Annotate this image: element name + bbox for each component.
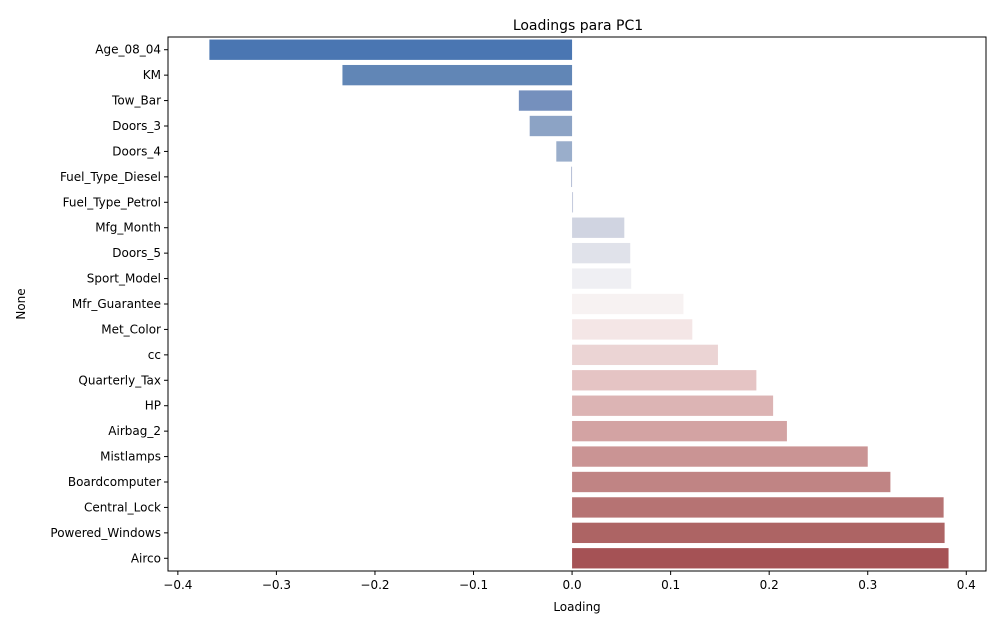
bar-met-color bbox=[572, 319, 693, 340]
y-tick-label: Tow_Bar bbox=[111, 94, 161, 108]
y-tick-label: Powered_Windows bbox=[50, 526, 161, 540]
bar-quarterly-tax bbox=[572, 370, 757, 391]
bar-doors-4 bbox=[556, 141, 573, 162]
y-tick-label: Age_08_04 bbox=[95, 43, 161, 57]
y-tick-label: Central_Lock bbox=[84, 500, 161, 514]
y-tick-label: Airco bbox=[131, 551, 161, 565]
bar-fuel-type-diesel bbox=[571, 166, 573, 188]
y-axis: Age_08_04 KM Tow_Bar Doors_3 Doors_4 Fuel_Typ… bbox=[50, 43, 168, 565]
y-tick-label: Fuel_Type_Petrol bbox=[63, 195, 161, 209]
x-tick-label: −0.3 bbox=[262, 578, 291, 592]
y-tick-label: HP bbox=[145, 399, 161, 413]
bar-tow-bar bbox=[518, 90, 573, 111]
y-tick-label: Mfg_Month bbox=[95, 221, 161, 235]
bar-hp bbox=[572, 395, 774, 416]
y-axis-title: None bbox=[14, 288, 28, 319]
y-tick-label: Boardcomputer bbox=[68, 475, 161, 489]
bar-mfg-month bbox=[572, 217, 625, 238]
bar-mistlamps bbox=[572, 446, 868, 467]
chart-title: Loadings para PC1 bbox=[513, 18, 643, 34]
x-axis-title: Loading bbox=[553, 600, 600, 614]
x-tick-label: 0.0 bbox=[563, 578, 582, 592]
x-tick-label: 0.1 bbox=[661, 578, 680, 592]
x-tick-label: 0.4 bbox=[957, 578, 976, 592]
bar-airco bbox=[572, 548, 949, 569]
bar-fuel-type-petrol bbox=[572, 192, 574, 213]
bars-group bbox=[209, 39, 949, 569]
bar-sport-model bbox=[572, 268, 632, 289]
bar-km bbox=[342, 64, 573, 86]
x-tick-label: 0.3 bbox=[858, 578, 877, 592]
bar-doors-5 bbox=[572, 242, 631, 264]
x-tick-label: −0.1 bbox=[459, 578, 488, 592]
bar-powered-windows bbox=[572, 522, 945, 544]
bar-central-lock bbox=[572, 497, 944, 518]
bar-cc bbox=[572, 344, 718, 366]
x-axis: −0.4 −0.3 −0.2 −0.1 0.0 0.1 0.2 0.3 0.4 bbox=[163, 571, 976, 592]
bar-age-08-04 bbox=[209, 39, 573, 60]
x-tick-label: −0.2 bbox=[360, 578, 389, 592]
x-tick-label: 0.2 bbox=[760, 578, 779, 592]
x-tick-label: −0.4 bbox=[163, 578, 192, 592]
y-tick-label: Doors_4 bbox=[112, 144, 161, 158]
y-tick-label: Met_Color bbox=[101, 322, 161, 336]
y-tick-label: Sport_Model bbox=[87, 272, 161, 286]
bar-doors-3 bbox=[529, 115, 573, 137]
y-tick-label: Fuel_Type_Diesel bbox=[60, 170, 161, 184]
y-tick-label: Doors_5 bbox=[112, 246, 161, 260]
bar-boardcomputer bbox=[572, 471, 891, 493]
y-tick-label: Mistlamps bbox=[100, 450, 161, 464]
y-tick-label: Quarterly_Tax bbox=[78, 373, 161, 387]
y-tick-label: Doors_3 bbox=[112, 119, 161, 133]
bar-mfr-guarantee bbox=[572, 293, 684, 315]
bar-airbag-2 bbox=[572, 420, 787, 442]
y-tick-label: Mfr_Guarantee bbox=[72, 297, 161, 311]
y-tick-label: Airbag_2 bbox=[108, 424, 161, 438]
y-tick-label: KM bbox=[143, 68, 161, 82]
y-tick-label: cc bbox=[148, 348, 161, 362]
